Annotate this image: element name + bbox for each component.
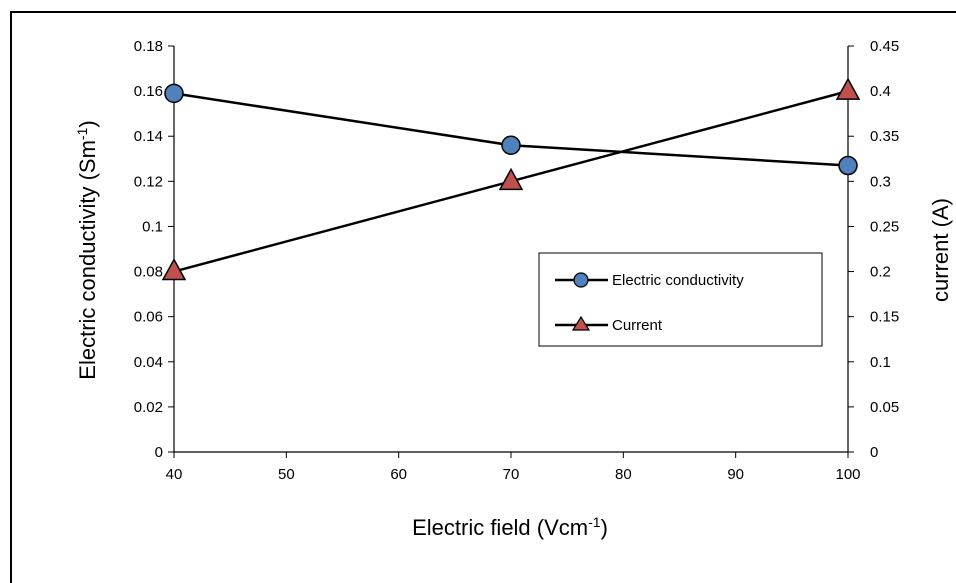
- x-tick-label: 70: [503, 466, 520, 483]
- left-tick-label: 0: [155, 444, 163, 461]
- right-tick-label: 0: [870, 444, 878, 461]
- right-tick-label: 0.4: [870, 83, 891, 100]
- left-tick-label: 0.08: [134, 264, 163, 281]
- legend-marker-triangle: [571, 315, 591, 331]
- axes: [168, 45, 854, 458]
- right-tick-label: 0.3: [870, 173, 891, 190]
- x-axis-title: Electric field (Vcm-1): [412, 514, 608, 540]
- left-tick-label: 0.06: [134, 309, 163, 326]
- x-tick-label: 60: [390, 466, 407, 483]
- right-tick-label: 0.35: [870, 128, 899, 145]
- data-point-triangle: [161, 257, 187, 281]
- left-tick-label: 0.04: [134, 354, 163, 371]
- data-point-circle: [838, 155, 858, 176]
- left-tick-label: 0.14: [134, 128, 163, 145]
- x-tick-label: 90: [727, 466, 744, 483]
- right-tick-label: 0.1: [870, 354, 891, 371]
- series-layer: [161, 77, 861, 281]
- left-tick-label: 0.18: [134, 38, 163, 55]
- x-tick-label: 80: [615, 466, 632, 483]
- right-tick-label: 0.45: [870, 38, 899, 55]
- legend-label: Electric conductivity: [612, 272, 744, 289]
- x-tick-label: 50: [278, 466, 295, 483]
- right-y-axis-title: current (A): [928, 198, 953, 302]
- data-point-circle: [164, 83, 184, 104]
- left-tick-label: 0.02: [134, 399, 163, 416]
- legend-label: Current: [612, 317, 663, 334]
- left-y-axis-title: Electric conductivity (Sm-1): [74, 120, 100, 379]
- legend-marker-circle: [573, 272, 589, 288]
- legend: Electric conductivity Current: [538, 252, 823, 347]
- tick-labels: 00.020.040.060.080.10.120.140.160.1800.0…: [134, 38, 899, 483]
- right-tick-label: 0.05: [870, 399, 899, 416]
- left-tick-label: 0.1: [142, 218, 163, 235]
- left-tick-label: 0.16: [134, 83, 163, 100]
- data-point-triangle: [498, 167, 524, 191]
- x-tick-label: 100: [835, 466, 860, 483]
- axis-titles: Electric field (Vcm-1) Electric conducti…: [74, 120, 953, 540]
- data-point-triangle: [835, 77, 861, 100]
- x-tick-label: 40: [166, 466, 183, 483]
- data-point-circle: [501, 135, 521, 155]
- right-tick-label: 0.2: [870, 264, 891, 281]
- right-tick-label: 0.15: [870, 309, 899, 326]
- right-tick-label: 0.25: [870, 218, 899, 235]
- left-tick-label: 0.12: [134, 173, 163, 190]
- legend-box: [538, 252, 823, 347]
